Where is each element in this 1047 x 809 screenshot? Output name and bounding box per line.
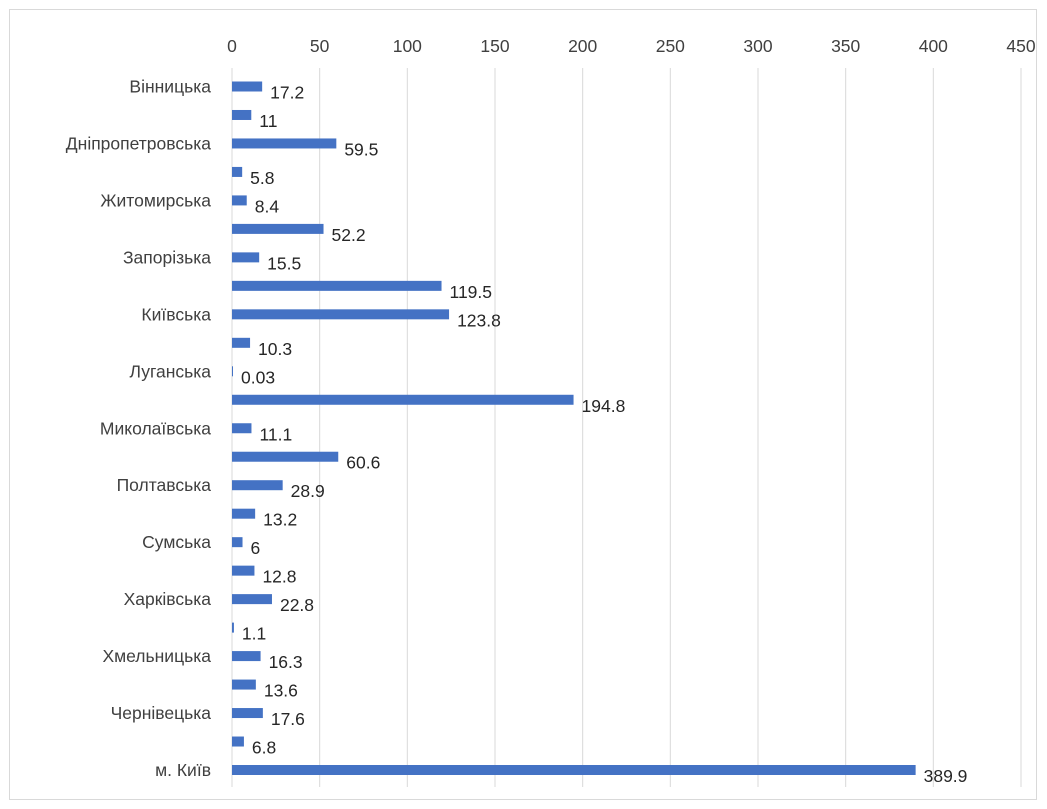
data-label: 123.8	[457, 310, 501, 330]
category-label: Запорізька	[123, 247, 211, 267]
bar	[232, 366, 233, 377]
data-label: 28.9	[291, 481, 325, 501]
bar	[232, 394, 574, 405]
data-label: 1.1	[242, 624, 266, 644]
bar	[232, 708, 263, 719]
bar	[232, 195, 247, 206]
bar	[232, 736, 244, 747]
bar	[232, 252, 260, 263]
data-label: 13.2	[263, 510, 297, 530]
data-label: 16.3	[269, 652, 303, 672]
bar	[232, 280, 442, 291]
category-label: Луганська	[130, 361, 212, 381]
data-label: 119.5	[450, 282, 493, 302]
gridlines	[231, 68, 1022, 787]
data-label: 22.8	[280, 595, 314, 615]
x-tick-label-400: 400	[919, 36, 948, 56]
chart-frame: 0 50 100 150 200 250 300 350 400 450 Вінницька Дні…	[9, 9, 1037, 800]
data-label: 6	[251, 538, 261, 558]
category-label: Полтавська	[117, 475, 212, 495]
bar	[232, 81, 263, 92]
category-label: Вінницька	[129, 77, 211, 97]
data-label: 11.1	[259, 424, 292, 444]
data-label: 60.6	[346, 453, 380, 473]
data-label: 194.8	[582, 396, 626, 416]
data-labels: 17.2 11 59.5 5.8 8.4 52.2 15.5 119.5 123.8 10.3 0.…	[241, 83, 967, 787]
data-label: 0.03	[241, 367, 275, 387]
bar	[232, 480, 283, 491]
data-label: 11	[259, 111, 277, 131]
category-label: Київська	[141, 304, 211, 324]
x-tick-label-200: 200	[568, 36, 597, 56]
category-label: Житомирська	[100, 190, 211, 210]
bar	[232, 679, 256, 690]
bar	[232, 138, 337, 149]
category-label: Харківська	[124, 589, 212, 609]
data-label: 389.9	[924, 766, 968, 786]
x-tick-label-300: 300	[743, 36, 772, 56]
data-label: 5.8	[250, 168, 274, 188]
x-tick-label-350: 350	[831, 36, 860, 56]
data-label: 17.2	[270, 83, 304, 103]
x-tick-label-250: 250	[656, 36, 685, 56]
bar	[232, 537, 243, 548]
data-label: 12.8	[262, 567, 296, 587]
bar	[232, 765, 916, 775]
bar	[232, 651, 261, 662]
data-label: 13.6	[264, 681, 298, 701]
x-tick-label-0: 0	[227, 36, 237, 56]
bar	[232, 109, 252, 120]
bar	[232, 423, 252, 434]
data-label: 59.5	[344, 139, 378, 159]
bar	[232, 309, 450, 320]
bars	[232, 81, 916, 775]
bar-chart: 0 50 100 150 200 250 300 350 400 450 Вінницька Дні…	[66, 36, 1036, 787]
category-label: м. Київ	[155, 760, 211, 780]
category-label: Миколаївська	[100, 418, 211, 438]
bar	[232, 337, 251, 348]
category-labels: Вінницька Дніпропетровська Житомирська Запо…	[66, 77, 211, 781]
bar	[232, 451, 339, 462]
category-label: Чернівецька	[111, 703, 212, 723]
x-tick-label-450: 450	[1006, 36, 1035, 56]
bar	[232, 508, 256, 519]
bar	[232, 594, 272, 605]
x-tick-label-100: 100	[393, 36, 422, 56]
x-tick-label-50: 50	[310, 36, 330, 56]
category-label: Дніпропетровська	[66, 133, 211, 153]
category-label: Сумська	[142, 532, 211, 552]
bar	[232, 565, 255, 576]
data-label: 6.8	[252, 738, 276, 758]
data-label: 10.3	[258, 339, 292, 359]
data-label: 17.6	[271, 709, 305, 729]
bar	[232, 223, 324, 234]
x-tick-label-150: 150	[480, 36, 509, 56]
bar	[232, 166, 243, 177]
bar	[232, 622, 234, 633]
data-label: 8.4	[255, 196, 280, 216]
category-label: Хмельницька	[102, 646, 211, 666]
data-label: 15.5	[267, 253, 301, 273]
data-label: 52.2	[332, 225, 366, 245]
x-axis-ticks: 0 50 100 150 200 250 300 350 400 450	[227, 36, 1036, 56]
